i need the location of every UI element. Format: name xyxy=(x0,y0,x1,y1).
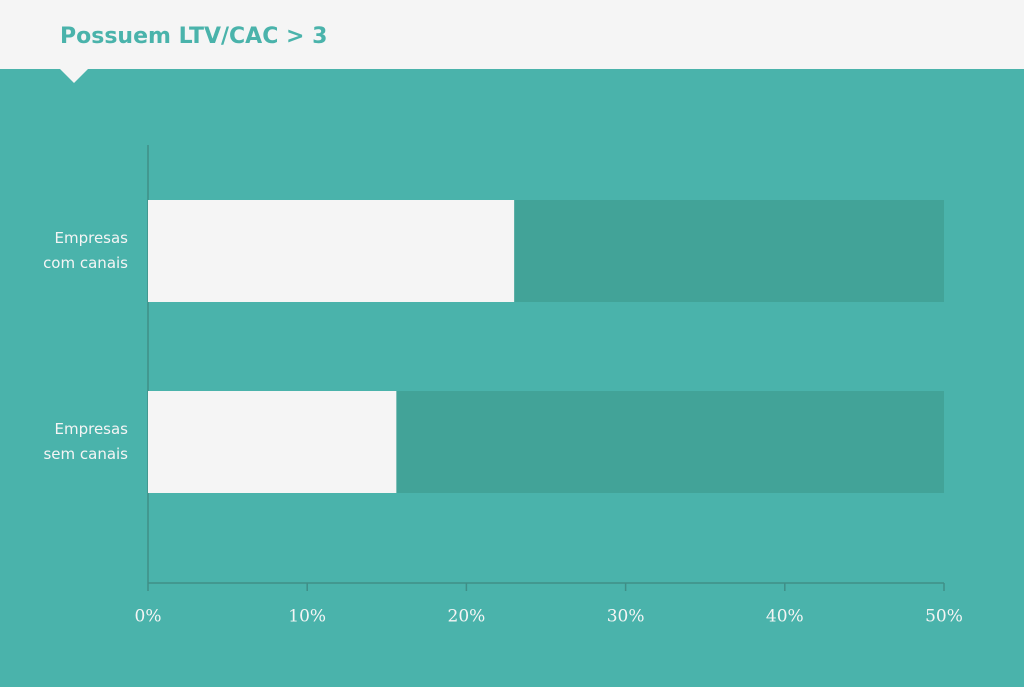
x-tick-label: 0% xyxy=(135,607,162,627)
x-tick-label: 50% xyxy=(925,607,963,627)
x-tick-label: 10% xyxy=(288,607,326,627)
y-tick-label: Empresas sem canais xyxy=(43,420,128,463)
y-tick-label: Empresas com canais xyxy=(43,229,128,272)
x-tick-label: 40% xyxy=(766,607,804,627)
chart-title: Possuem LTV/CAC > 3 xyxy=(60,24,327,49)
header xyxy=(0,0,1024,69)
x-tick-label: 30% xyxy=(607,607,645,627)
bar xyxy=(148,391,397,493)
x-tick-label: 20% xyxy=(448,607,486,627)
header-pointer xyxy=(60,69,88,83)
bar xyxy=(148,200,515,302)
